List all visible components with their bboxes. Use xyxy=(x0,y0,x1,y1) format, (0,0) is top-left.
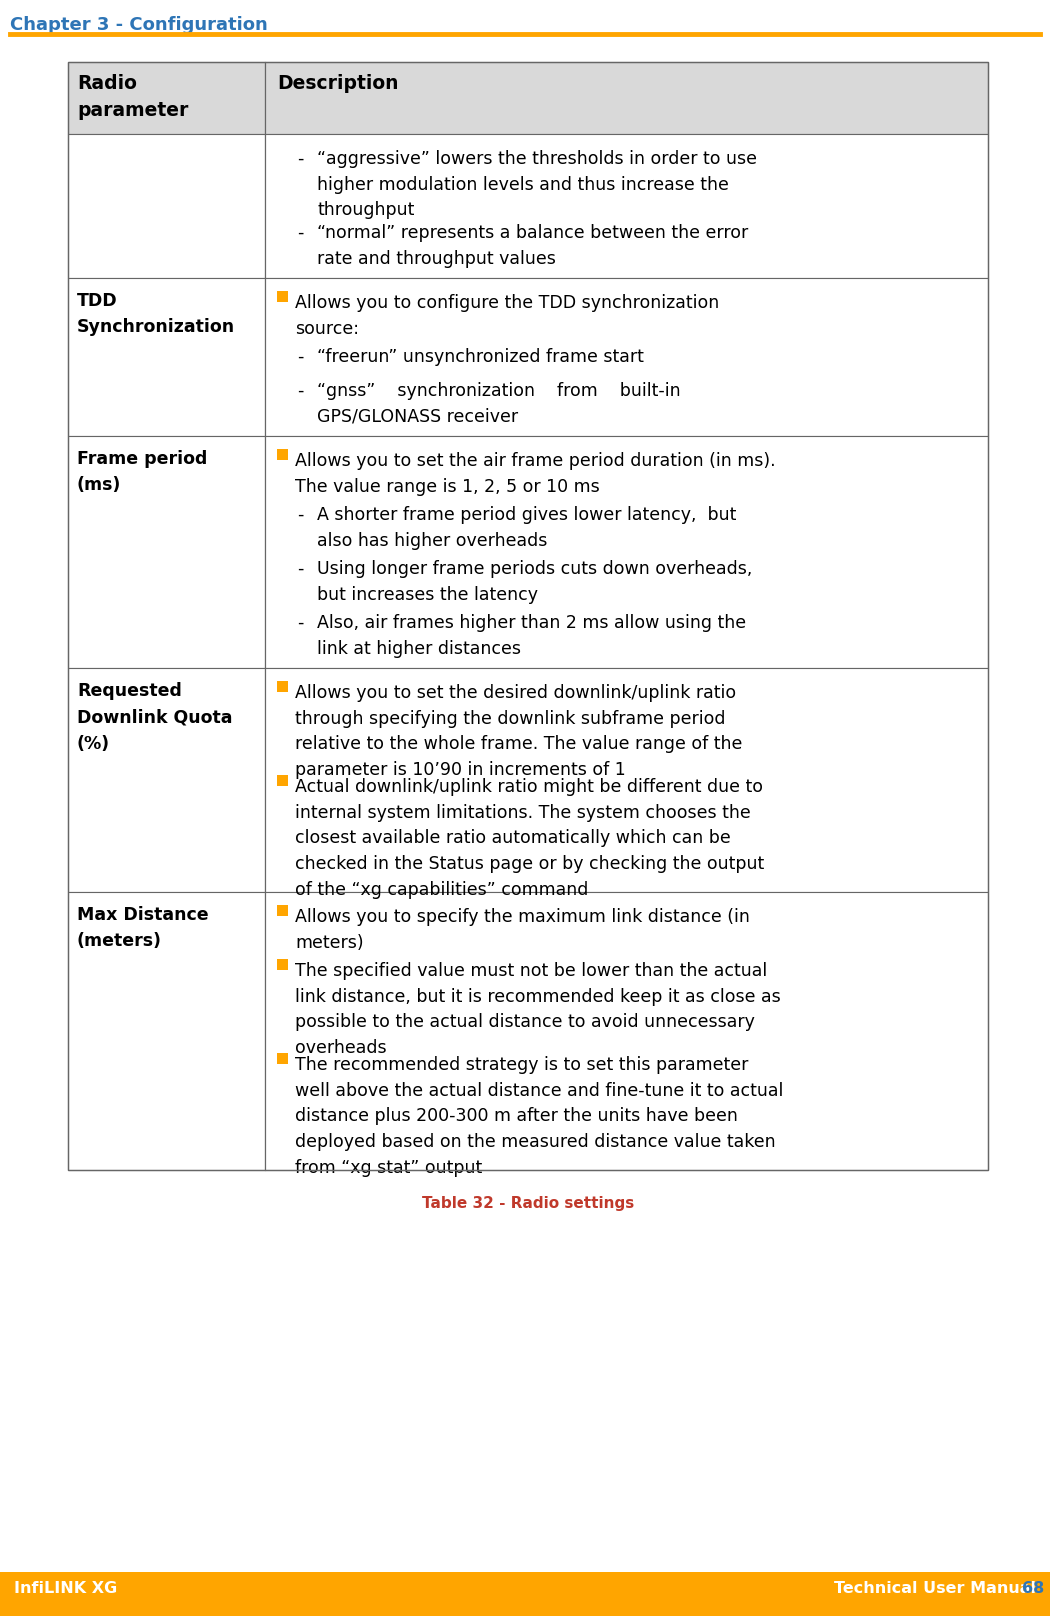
Text: -: - xyxy=(297,561,303,579)
Bar xyxy=(68,278,265,436)
Text: Frame period
(ms): Frame period (ms) xyxy=(77,449,208,494)
Bar xyxy=(68,892,265,1170)
Bar xyxy=(277,776,288,785)
Text: Actual downlink/uplink ratio might be different due to
internal system limitatio: Actual downlink/uplink ratio might be di… xyxy=(295,777,764,898)
Bar xyxy=(277,449,288,461)
Bar xyxy=(68,61,988,1170)
Bar xyxy=(68,134,265,278)
Bar xyxy=(277,291,288,302)
Text: “gnss”    synchronization    from    built-in
GPS/GLONASS receiver: “gnss” synchronization from built-in GPS… xyxy=(317,381,680,425)
Text: -: - xyxy=(297,614,303,632)
Text: Allows you to set the air frame period duration (in ms).
The value range is 1, 2: Allows you to set the air frame period d… xyxy=(295,452,776,496)
Text: Allows you to set the desired downlink/uplink ratio
through specifying the downl: Allows you to set the desired downlink/u… xyxy=(295,684,742,779)
Text: Requested
Downlink Quota
(%): Requested Downlink Quota (%) xyxy=(77,682,232,753)
Text: Technical User Manual: Technical User Manual xyxy=(834,1580,1036,1597)
Text: Radio
parameter: Radio parameter xyxy=(77,74,188,120)
Text: “freerun” unsynchronized frame start: “freerun” unsynchronized frame start xyxy=(317,347,644,365)
Text: A shorter frame period gives lower latency,  but
also has higher overheads: A shorter frame period gives lower laten… xyxy=(317,506,736,549)
Text: Max Distance
(meters): Max Distance (meters) xyxy=(77,907,209,950)
Bar xyxy=(68,667,265,892)
Bar xyxy=(68,61,265,134)
Text: The specified value must not be lower than the actual
link distance, but it is r: The specified value must not be lower th… xyxy=(295,962,781,1057)
Bar xyxy=(277,680,288,692)
Text: “aggressive” lowers the thresholds in order to use
higher modulation levels and : “aggressive” lowers the thresholds in or… xyxy=(317,150,757,220)
Text: InfiLINK XG: InfiLINK XG xyxy=(14,1580,118,1597)
Bar xyxy=(265,667,988,892)
Text: Also, air frames higher than 2 ms allow using the
link at higher distances: Also, air frames higher than 2 ms allow … xyxy=(317,614,747,658)
Text: Chapter 3 - Configuration: Chapter 3 - Configuration xyxy=(10,16,268,34)
Bar xyxy=(277,1054,288,1063)
Bar xyxy=(277,905,288,916)
Bar xyxy=(277,958,288,970)
Text: TDD
Synchronization: TDD Synchronization xyxy=(77,292,235,336)
Text: “normal” represents a balance between the error
rate and throughput values: “normal” represents a balance between th… xyxy=(317,225,749,268)
Text: Table 32 - Radio settings: Table 32 - Radio settings xyxy=(422,1196,634,1210)
Text: -: - xyxy=(297,506,303,524)
Text: 68: 68 xyxy=(1022,1580,1044,1597)
Text: -: - xyxy=(297,150,303,168)
Text: -: - xyxy=(297,347,303,365)
Bar xyxy=(265,61,988,134)
Text: The recommended strategy is to set this parameter
well above the actual distance: The recommended strategy is to set this … xyxy=(295,1055,783,1176)
Bar xyxy=(265,436,988,667)
Text: -: - xyxy=(297,225,303,242)
Bar xyxy=(68,436,265,667)
Text: -: - xyxy=(297,381,303,401)
Text: Allows you to specify the maximum link distance (in
meters): Allows you to specify the maximum link d… xyxy=(295,908,750,952)
Bar xyxy=(265,278,988,436)
Bar xyxy=(265,134,988,278)
Text: Using longer frame periods cuts down overheads,
but increases the latency: Using longer frame periods cuts down ove… xyxy=(317,561,753,604)
Bar xyxy=(265,892,988,1170)
Bar xyxy=(0,1572,1050,1616)
Text: Description: Description xyxy=(277,74,399,94)
Text: Allows you to configure the TDD synchronization
source:: Allows you to configure the TDD synchron… xyxy=(295,294,719,338)
